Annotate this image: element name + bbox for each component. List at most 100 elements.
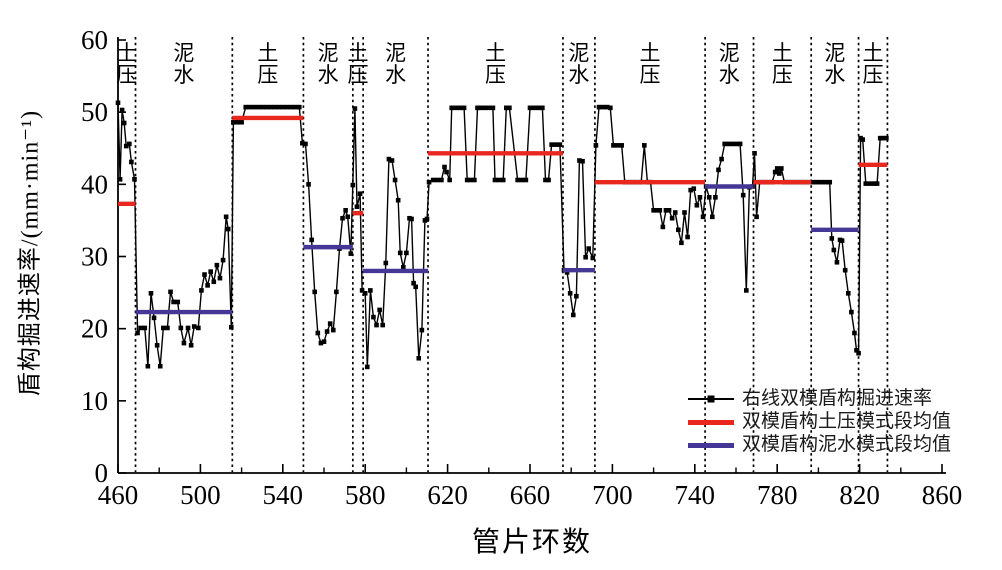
data-point-marker <box>734 141 740 147</box>
data-point-marker <box>321 339 327 344</box>
data-point-marker <box>208 269 213 274</box>
data-point-marker <box>549 142 554 147</box>
data-point-marker <box>713 195 718 200</box>
data-point-marker <box>874 181 880 186</box>
zone-mode-label: 土压 <box>347 41 368 87</box>
data-point-marker <box>188 342 194 348</box>
zone-mode-label: 土压 <box>485 41 506 87</box>
data-point-marker <box>679 240 684 246</box>
data-point-marker <box>590 255 596 261</box>
data-point-marker <box>447 177 452 183</box>
zone-mode-label: 土压 <box>639 41 660 87</box>
slurry-mean-swatch <box>688 442 734 448</box>
data-point-marker <box>669 215 675 221</box>
zone-mode-label: 泥水 <box>173 41 194 87</box>
data-point-marker <box>380 322 386 328</box>
data-point-marker <box>619 143 624 148</box>
x-tick-label: 860 <box>922 480 963 510</box>
x-tick-label: 620 <box>427 480 468 510</box>
x-tick-label: 780 <box>757 480 798 510</box>
data-point-marker <box>350 182 356 188</box>
data-point-marker <box>691 186 697 191</box>
data-point-marker <box>239 119 244 125</box>
data-point-marker <box>852 330 857 336</box>
data-point-marker <box>229 324 234 330</box>
data-point-marker <box>754 214 759 220</box>
data-point-marker <box>710 214 715 220</box>
data-point-marker <box>220 257 226 263</box>
data-point-marker <box>205 283 210 288</box>
data-point-marker <box>340 215 345 221</box>
x-tick-label: 700 <box>592 480 633 510</box>
data-point-marker <box>312 289 318 295</box>
legend-item-slurry-mean: 双模盾构泥水模式段均值 <box>688 435 951 455</box>
data-point-marker <box>472 177 477 183</box>
data-point-marker <box>151 315 157 321</box>
data-point-marker <box>359 288 365 293</box>
data-point-marker <box>642 143 647 148</box>
data-point-marker <box>666 208 672 213</box>
data-point-marker <box>685 234 690 240</box>
earth-pressure-mean-swatch <box>688 419 734 425</box>
data-point-marker <box>871 181 877 186</box>
data-point-marker <box>722 141 727 147</box>
data-point-marker <box>327 321 333 326</box>
data-point-marker <box>296 104 302 110</box>
data-point-marker <box>413 284 418 290</box>
legend: 右线双模盾构掘进速率 双模盾构土压模式段均值 双模盾构泥水模式段均值 <box>688 389 951 455</box>
y-tick-label: 60 <box>81 25 108 55</box>
data-point-marker <box>135 330 140 336</box>
data-point-marker <box>334 289 339 295</box>
data-point-marker <box>357 191 363 197</box>
data-point-marker <box>490 105 496 111</box>
data-point-marker <box>362 291 368 296</box>
legend-label: 双模盾构泥水模式段均值 <box>742 434 952 455</box>
data-point-marker <box>730 141 736 147</box>
zone-mode-label: 泥水 <box>385 41 406 87</box>
legend-item-advance-rate: 右线双模盾构掘进速率 <box>688 389 951 409</box>
data-point-marker <box>651 208 656 213</box>
data-point-marker <box>719 156 724 162</box>
y-tick-label: 30 <box>81 242 108 272</box>
data-point-marker <box>148 291 154 296</box>
data-point-marker <box>496 177 502 183</box>
data-point-marker <box>416 355 422 361</box>
data-point-marker <box>292 104 298 110</box>
data-point-marker <box>315 330 321 336</box>
data-point-marker <box>779 166 784 171</box>
x-tick-label: 660 <box>510 480 551 510</box>
data-point-marker <box>161 325 166 331</box>
data-point-marker <box>854 348 859 353</box>
x-axis-title: 管片环数 <box>471 527 592 558</box>
data-point-marker <box>426 179 432 185</box>
data-point-marker <box>401 265 406 270</box>
data-point-marker <box>202 272 207 277</box>
data-point-marker <box>324 329 330 334</box>
data-point-marker <box>225 226 231 232</box>
data-point-marker <box>593 143 599 148</box>
data-point-marker <box>223 214 229 220</box>
data-point-marker <box>374 322 379 328</box>
data-point-marker <box>577 158 582 163</box>
data-point-marker <box>306 182 311 187</box>
data-point-marker <box>449 105 455 111</box>
data-point-marker <box>442 164 447 170</box>
data-point-marker <box>138 325 143 331</box>
data-point-marker <box>657 208 663 213</box>
data-point-marker <box>660 224 666 230</box>
data-point-marker <box>574 293 579 299</box>
data-point-marker <box>303 141 308 147</box>
data-point-marker <box>831 247 837 253</box>
data-point-marker <box>740 192 746 198</box>
data-point-marker <box>165 325 170 331</box>
data-point-marker <box>300 140 305 146</box>
data-point-marker <box>880 135 886 141</box>
x-tick-label: 540 <box>263 480 304 510</box>
data-point-marker <box>255 104 261 110</box>
data-point-marker <box>157 363 163 369</box>
data-point-marker <box>377 307 382 313</box>
data-point-marker <box>211 279 217 285</box>
data-point-marker <box>119 107 125 113</box>
data-point-marker <box>185 325 191 331</box>
